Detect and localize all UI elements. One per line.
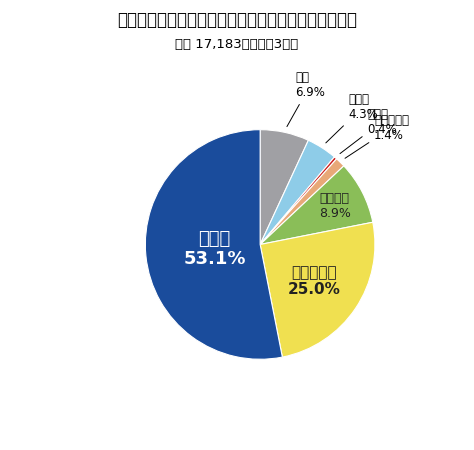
- Text: 施錠開け
8.9%: 施錠開け 8.9%: [319, 192, 351, 220]
- Text: 住宅で発生した侵入窃盗の侵入方法別認知件数の割合: 住宅で発生した侵入窃盗の侵入方法別認知件数の割合: [117, 11, 357, 29]
- Wedge shape: [260, 157, 337, 244]
- Text: その他
4.3%: その他 4.3%: [326, 93, 378, 143]
- Text: 不明
6.9%: 不明 6.9%: [287, 71, 325, 126]
- Wedge shape: [260, 159, 344, 244]
- Text: ドア錠破り
1.4%: ドア錠破り 1.4%: [345, 114, 409, 158]
- Text: 総数 17,183件（令和3年）: 総数 17,183件（令和3年）: [175, 38, 299, 51]
- Text: 戸外し
0.4%: 戸外し 0.4%: [340, 108, 397, 153]
- Wedge shape: [260, 166, 373, 244]
- Text: ガラス破り
25.0%: ガラス破り 25.0%: [288, 265, 341, 297]
- Wedge shape: [146, 130, 283, 359]
- Wedge shape: [260, 140, 335, 244]
- Wedge shape: [260, 130, 309, 244]
- Text: 無締り
53.1%: 無締り 53.1%: [183, 230, 246, 268]
- Wedge shape: [260, 222, 375, 357]
